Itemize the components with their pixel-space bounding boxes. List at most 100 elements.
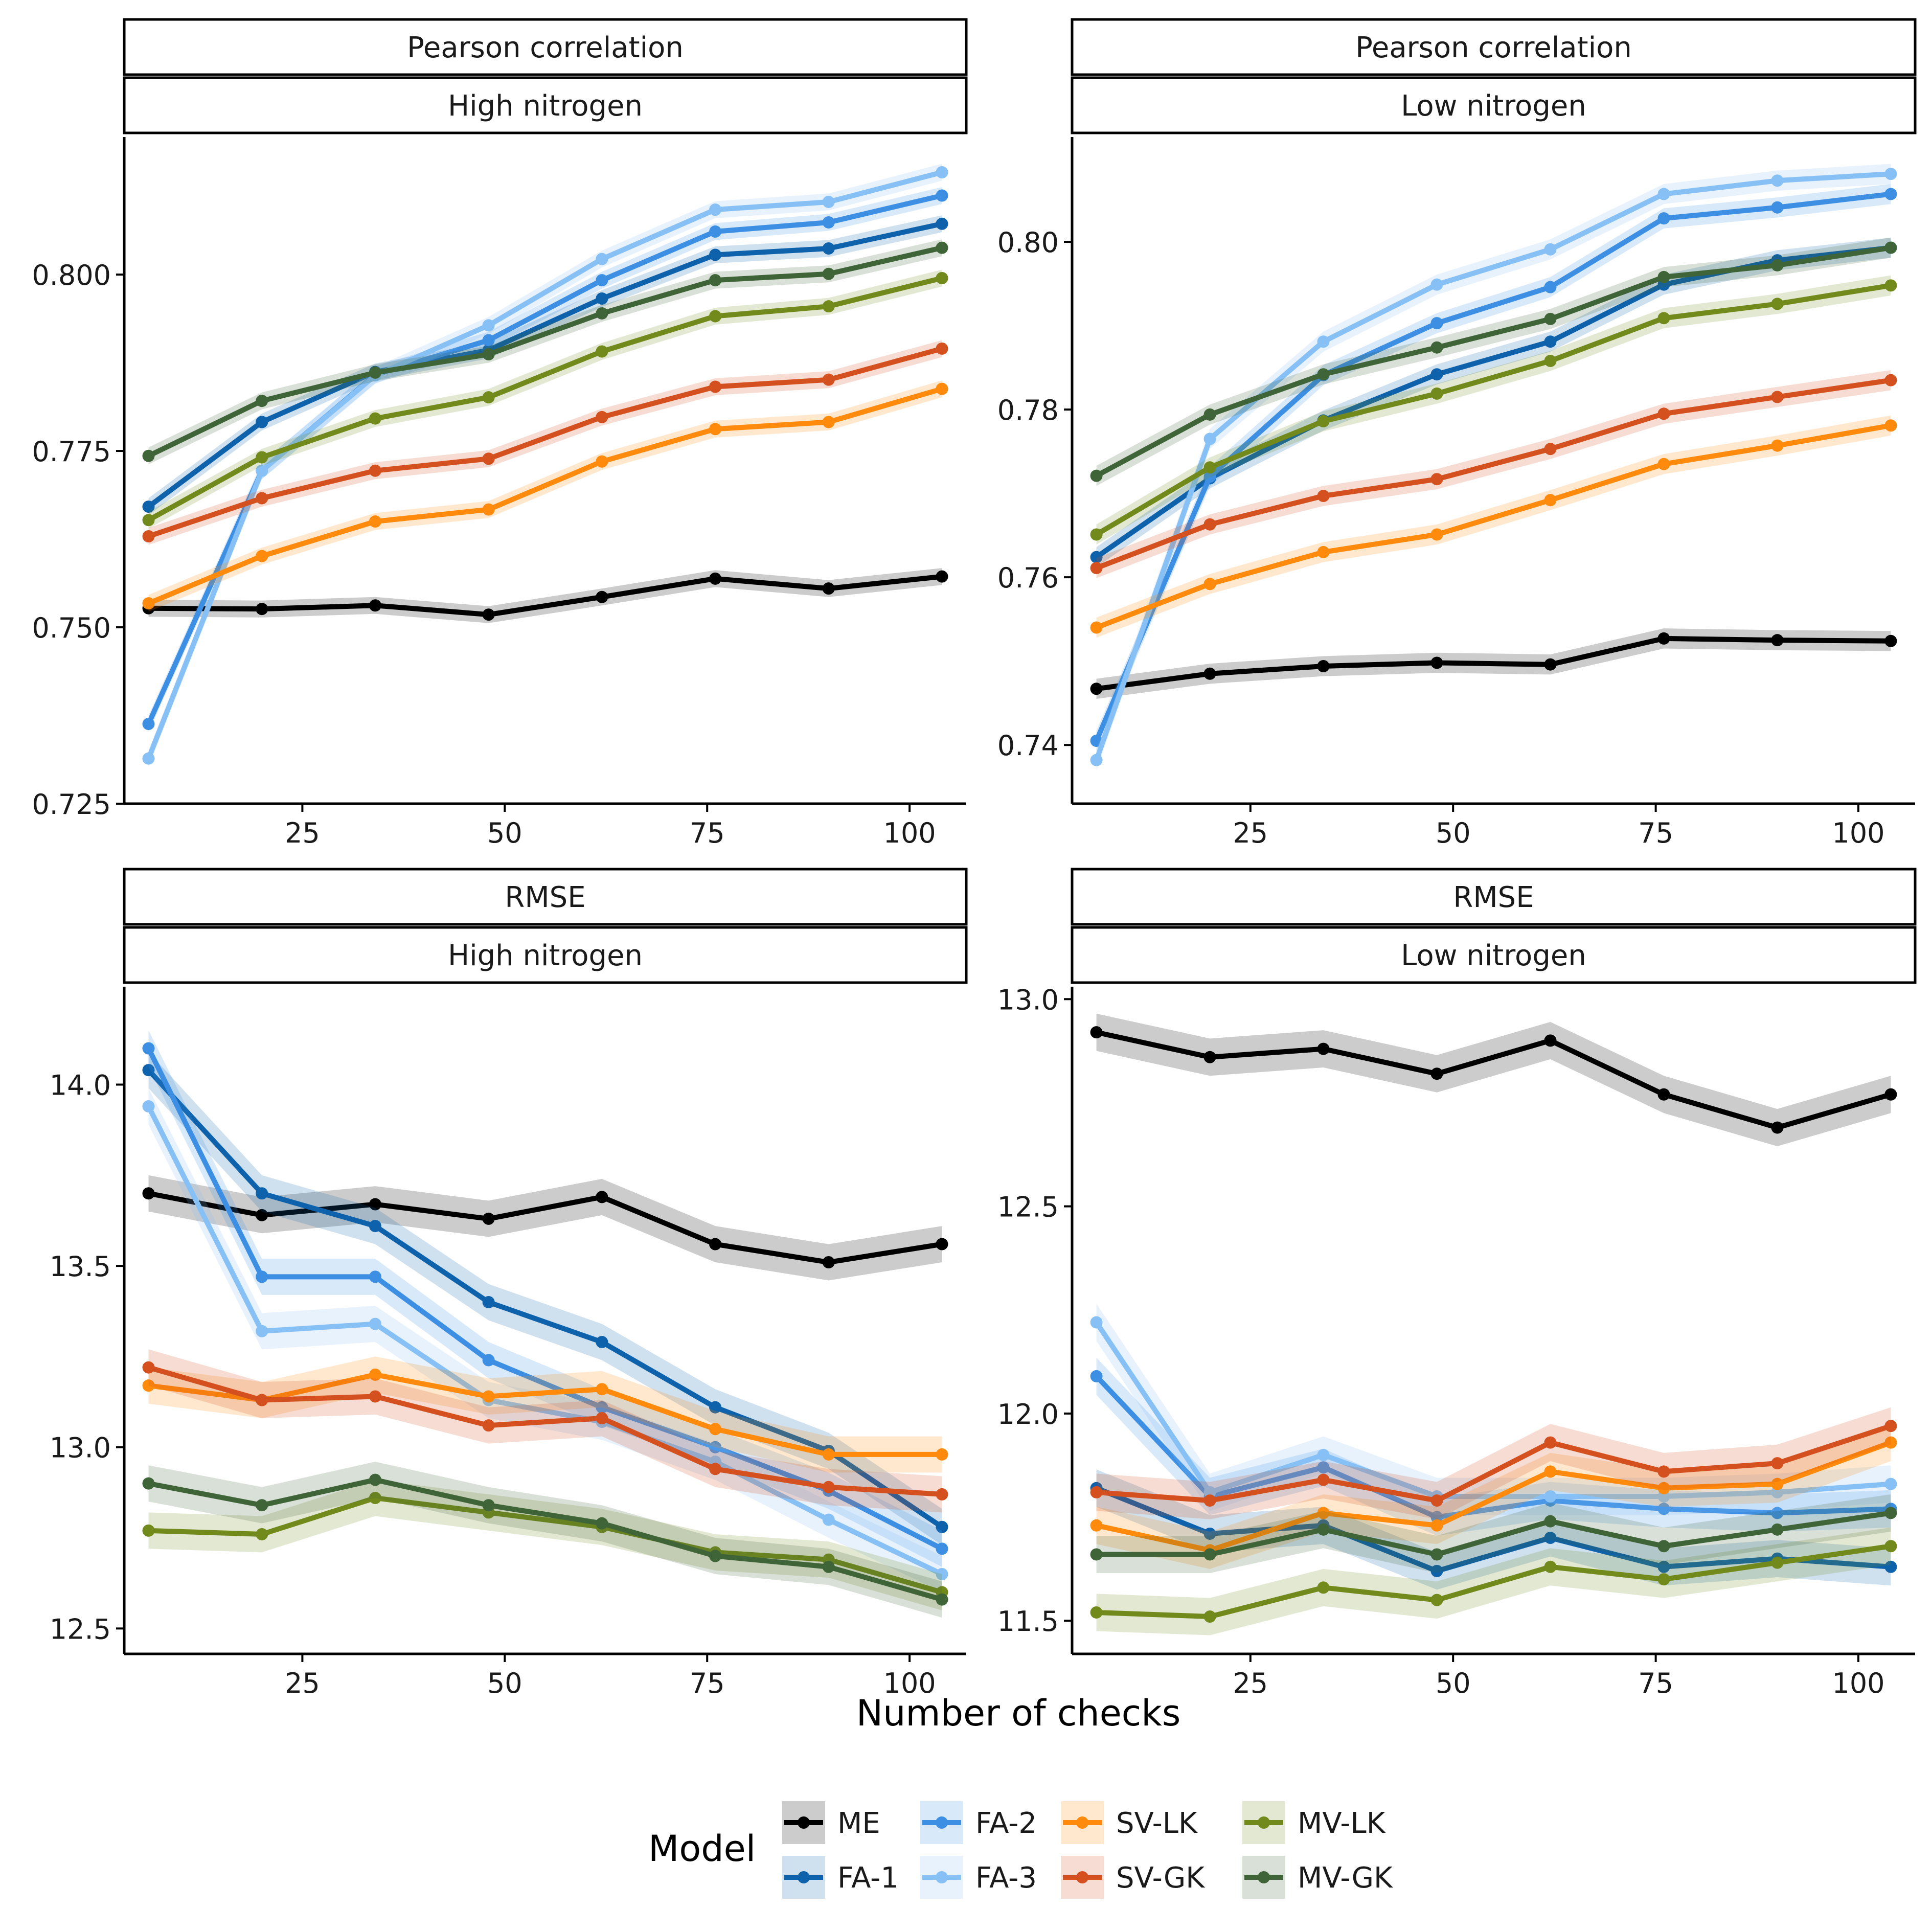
legend-item-FA-3: FA-3 (920, 1856, 1037, 1899)
data-point (1884, 1088, 1897, 1101)
x-tick-label: 25 (285, 817, 320, 849)
data-point (936, 1238, 948, 1251)
series-line (1094, 423, 1894, 630)
data-point (1884, 1478, 1897, 1490)
panel-1: Pearson correlation High nitrogen 0.725 0.7… (32, 18, 968, 849)
series-line (146, 1365, 945, 1497)
data-point (1430, 1594, 1443, 1606)
data-point (1657, 212, 1670, 225)
data-point (596, 292, 608, 305)
data-point (256, 395, 268, 407)
data-point (256, 416, 268, 428)
strip-metric-label: Pearson correlation (1355, 31, 1632, 64)
series-MV-LK (1090, 275, 1897, 545)
data-point (1771, 391, 1784, 403)
confidence-band (148, 215, 942, 515)
data-point (369, 412, 381, 425)
data-point (1090, 1370, 1103, 1382)
series-line (146, 1104, 945, 1577)
series-line (1094, 1440, 1894, 1553)
strip-nitrogen-box (1071, 926, 1917, 984)
data-point (1317, 368, 1330, 381)
data-point (482, 503, 495, 516)
legend-label: FA-1 (837, 1861, 899, 1895)
data-point (1544, 335, 1557, 348)
data-point (709, 1401, 722, 1414)
data-point (1090, 528, 1103, 541)
series-line (1094, 1373, 1894, 1520)
data-point (1771, 1556, 1784, 1569)
strip-metric-label: RMSE (505, 881, 585, 914)
data-point (822, 267, 835, 280)
data-point (1090, 621, 1103, 634)
data-point (482, 1296, 495, 1309)
data-point (1317, 1473, 1330, 1486)
data-point (256, 492, 268, 505)
series-line (146, 275, 945, 523)
data-point (482, 334, 495, 347)
series-SV-GK (142, 1349, 948, 1513)
y-tick-label: 13.0 (997, 984, 1059, 1016)
data-point (369, 515, 381, 528)
confidence-band (148, 1462, 942, 1618)
data-point (936, 241, 948, 254)
data-point (1544, 1532, 1557, 1544)
data-point (1317, 335, 1330, 348)
data-point (936, 189, 948, 202)
x-tick-label: 50 (1436, 1667, 1471, 1699)
strip-nitrogen-label: Low nitrogen (1401, 89, 1586, 123)
data-point (142, 752, 155, 765)
data-point (142, 1064, 155, 1077)
x-tick-label: 25 (285, 1667, 320, 1699)
y-tick-label: 14.0 (50, 1069, 111, 1101)
data-point (482, 319, 495, 332)
confidence-band (148, 1175, 942, 1281)
data-point (1884, 1540, 1897, 1553)
series-MV-GK (142, 1462, 948, 1618)
data-point (1317, 1581, 1330, 1594)
strip-metric-box (123, 868, 968, 926)
data-point (1430, 1519, 1443, 1532)
data-point (142, 1187, 155, 1200)
data-point (1544, 1515, 1557, 1528)
confidence-band (148, 1356, 942, 1473)
legend-point-swatch (1258, 1816, 1270, 1829)
confidence-band (148, 1088, 942, 1593)
data-point (596, 1517, 608, 1530)
panel-2: Pearson correlation Low nitrogen 0.74 0.76 0… (997, 18, 1917, 849)
series-line (1094, 1423, 1894, 1504)
data-point (1884, 419, 1897, 432)
series-line (146, 245, 945, 459)
series-MV-GK (1090, 1494, 1897, 1573)
y-tick-label: 0.78 (997, 394, 1059, 426)
series-ME (142, 1175, 948, 1281)
confidence-band (1096, 1013, 1891, 1147)
strip-metric-label: Pearson correlation (407, 31, 684, 64)
data-point (709, 225, 722, 238)
data-point (1544, 658, 1557, 671)
data-point (1430, 1494, 1443, 1507)
data-point (369, 1390, 381, 1403)
data-point (1657, 1573, 1670, 1586)
data-point (1657, 407, 1670, 420)
strip-metric-box (1071, 18, 1917, 76)
x-tick-label: 75 (1638, 817, 1673, 849)
series-SV-LK (142, 380, 948, 612)
legend-label: SV-GK (1116, 1861, 1205, 1895)
data-point (1090, 754, 1103, 766)
data-point (369, 1492, 381, 1505)
data-point (142, 449, 155, 462)
panel-3: RMSE High nitrogen 12.5 13.0 13.5 14.0 25 50 75 1… (50, 868, 968, 1699)
data-point (256, 1209, 268, 1221)
data-point (482, 1499, 495, 1512)
data-point (822, 195, 835, 208)
data-point (369, 1220, 381, 1233)
data-point (822, 582, 835, 595)
data-point (1317, 1461, 1330, 1474)
data-point (822, 373, 835, 386)
y-tick-label: 12.5 (997, 1191, 1059, 1223)
legend-item-SV-GK: SV-GK (1061, 1856, 1205, 1899)
data-point (369, 599, 381, 612)
data-point (1657, 312, 1670, 325)
data-point (936, 570, 948, 583)
